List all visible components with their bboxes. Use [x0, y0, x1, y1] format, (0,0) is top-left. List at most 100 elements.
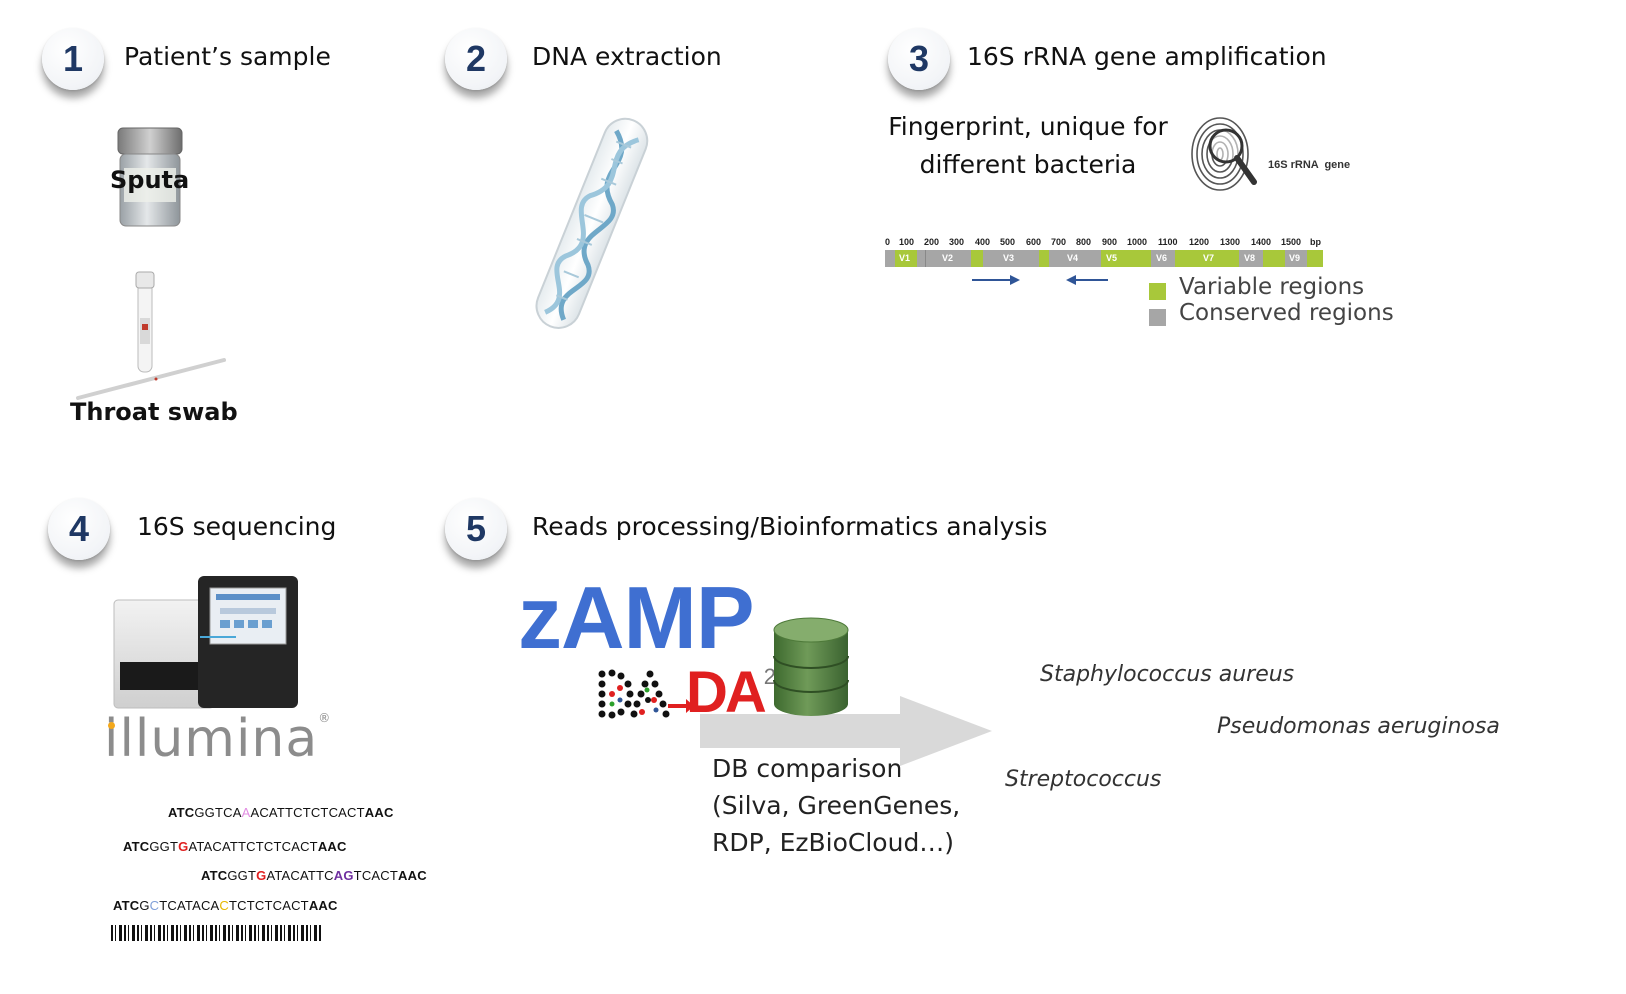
- step-number: 2: [465, 38, 487, 79]
- illumina-dot-accent: [108, 722, 115, 729]
- fingerprint-caption-line-1: Fingerprint, unique for: [888, 112, 1168, 141]
- region-label: V2: [942, 253, 954, 263]
- region-label: V5: [1106, 253, 1118, 263]
- species-pseudomonas: Pseudomonas aeruginosa: [1217, 714, 1500, 739]
- tick-label: 700: [1051, 237, 1067, 247]
- region-green-c: [1127, 250, 1151, 267]
- region-v9: V9: [1285, 250, 1307, 267]
- illumina-logo-text: illumina: [104, 709, 319, 769]
- gene-label: 16S rRNA gene: [1268, 159, 1351, 171]
- dada2-logo-text: DA2: [686, 664, 776, 722]
- forward-primer-arrow: [972, 275, 1020, 285]
- region-v2: V2: [925, 250, 972, 267]
- throat-swab-label: Throat swab: [70, 398, 238, 426]
- species-streptococcus: Streptococcus: [1005, 767, 1162, 792]
- fingerprint-caption-line-2: different bacteria: [919, 150, 1137, 179]
- database-icon: [773, 617, 849, 716]
- dna-tube-image: [535, 117, 649, 329]
- step-5-badge: 5: [445, 498, 507, 560]
- legend-variable-label: Variable regions: [1179, 274, 1365, 300]
- tick-label: 0: [885, 237, 891, 247]
- tick-label: 1200: [1189, 237, 1210, 247]
- read-sequence: ATCGCTCATACACTCTCTCACTAAC: [113, 898, 338, 913]
- throat-swab-image: [76, 271, 226, 400]
- db-comparison-text: DB comparison (Silva, GreenGenes, RDP, E…: [712, 750, 960, 861]
- region-label: V8: [1244, 253, 1256, 263]
- arrow-shape: [700, 696, 992, 766]
- region-v6: V6: [1151, 250, 1175, 267]
- tick-label: 200: [924, 237, 940, 247]
- zamp-logo: zAMP: [518, 568, 755, 667]
- dada2-logo: DA2: [598, 664, 778, 724]
- step-1-title: Patient’s sample: [124, 42, 331, 71]
- region-green-a: [971, 250, 983, 267]
- tick-label: 800: [1076, 237, 1092, 247]
- sputa-label: Sputa: [110, 166, 190, 194]
- step-number: 3: [908, 38, 930, 79]
- step-number: 5: [465, 508, 487, 549]
- region-v3: V3: [983, 250, 1039, 267]
- region-label: V1: [899, 253, 911, 263]
- tick-label: 1000: [1127, 237, 1148, 247]
- tick-label: 100: [899, 237, 915, 247]
- tick-label: 1100: [1158, 237, 1178, 247]
- region-label: V6: [1156, 253, 1168, 263]
- registered-mark: ®: [318, 711, 332, 725]
- region-green-d: [1175, 250, 1197, 267]
- region-label: V3: [1003, 253, 1015, 263]
- region-green-g: [1307, 250, 1323, 267]
- db-comparison-line-3: RDP, EzBioCloud…): [712, 828, 955, 857]
- region-green-f: [1263, 250, 1285, 267]
- step-number: 4: [68, 508, 90, 549]
- step-number: 1: [62, 38, 84, 79]
- tick-label: 300: [949, 237, 965, 247]
- region-label: V9: [1289, 253, 1301, 263]
- read-sequence: ATCGGTGATACATTCAGTCACTAAC: [201, 868, 427, 883]
- fingerprint-caption: Fingerprint, unique for different bacter…: [878, 108, 1178, 184]
- species-staphylococcus: Staphylococcus aureus: [1040, 662, 1295, 687]
- region-green-e: [1223, 250, 1239, 267]
- tick-label: 400: [975, 237, 991, 247]
- read-sequence: ATCGGTGATACATTCTCTCACTAAC: [123, 839, 347, 854]
- tick-label: 1300: [1220, 237, 1241, 247]
- tick-label: 1400: [1251, 237, 1272, 247]
- region-v8: V8: [1239, 250, 1263, 267]
- region-v1: V1: [895, 250, 917, 267]
- region-label: V7: [1203, 253, 1215, 263]
- step-3-badge: 3: [888, 28, 950, 90]
- step-4-title: 16S sequencing: [137, 512, 337, 541]
- primer-arrows: [972, 275, 1108, 285]
- step-3-title: 16S rRNA gene amplification: [967, 42, 1327, 71]
- tick-label: 900: [1102, 237, 1118, 247]
- tick-label: 1500: [1281, 237, 1302, 247]
- legend-variable-swatch: [1149, 283, 1166, 300]
- tick-label: 600: [1026, 237, 1042, 247]
- step-2-badge: 2: [445, 28, 507, 90]
- region-v7: V7: [1197, 250, 1223, 267]
- step-4-badge: 4: [48, 498, 110, 560]
- region-v5: V5: [1101, 250, 1127, 267]
- region-label: V4: [1067, 253, 1079, 263]
- db-comparison-line-1: DB comparison: [712, 754, 903, 783]
- sputum-jar-image: [117, 127, 183, 227]
- dada2-dot-letters: [598, 669, 694, 719]
- barcode-image: [111, 925, 321, 941]
- tick-label: bp: [1310, 237, 1321, 247]
- reverse-primer-arrow: [1066, 275, 1108, 285]
- sequencer-machine-image: [113, 576, 298, 709]
- read-sequence: ATCGGTCAAACATTCTCTCACTAAC: [168, 805, 394, 820]
- gene-map-bar: V1 V2 V3 V4 V5 V6 V7 V8 V9: [885, 250, 1323, 267]
- db-comparison-line-2: (Silva, GreenGenes,: [712, 791, 961, 820]
- illumina-logo: illumina®: [104, 712, 331, 765]
- tick-label: 500: [1000, 237, 1016, 247]
- legend-conserved-label: Conserved regions: [1179, 300, 1394, 326]
- dada2-superscript: 2: [763, 664, 777, 689]
- step-2-title: DNA extraction: [532, 42, 722, 71]
- legend-conserved-swatch: [1149, 309, 1166, 326]
- step-5-title: Reads processing/Bioinformatics analysis: [532, 512, 1048, 541]
- fingerprint-magnifier-icon: [1191, 117, 1257, 191]
- step-1-badge: 1: [42, 28, 104, 90]
- dada-letters: DA: [686, 660, 767, 725]
- region-v4: V4: [1049, 250, 1101, 267]
- region-green-b: [1039, 250, 1049, 267]
